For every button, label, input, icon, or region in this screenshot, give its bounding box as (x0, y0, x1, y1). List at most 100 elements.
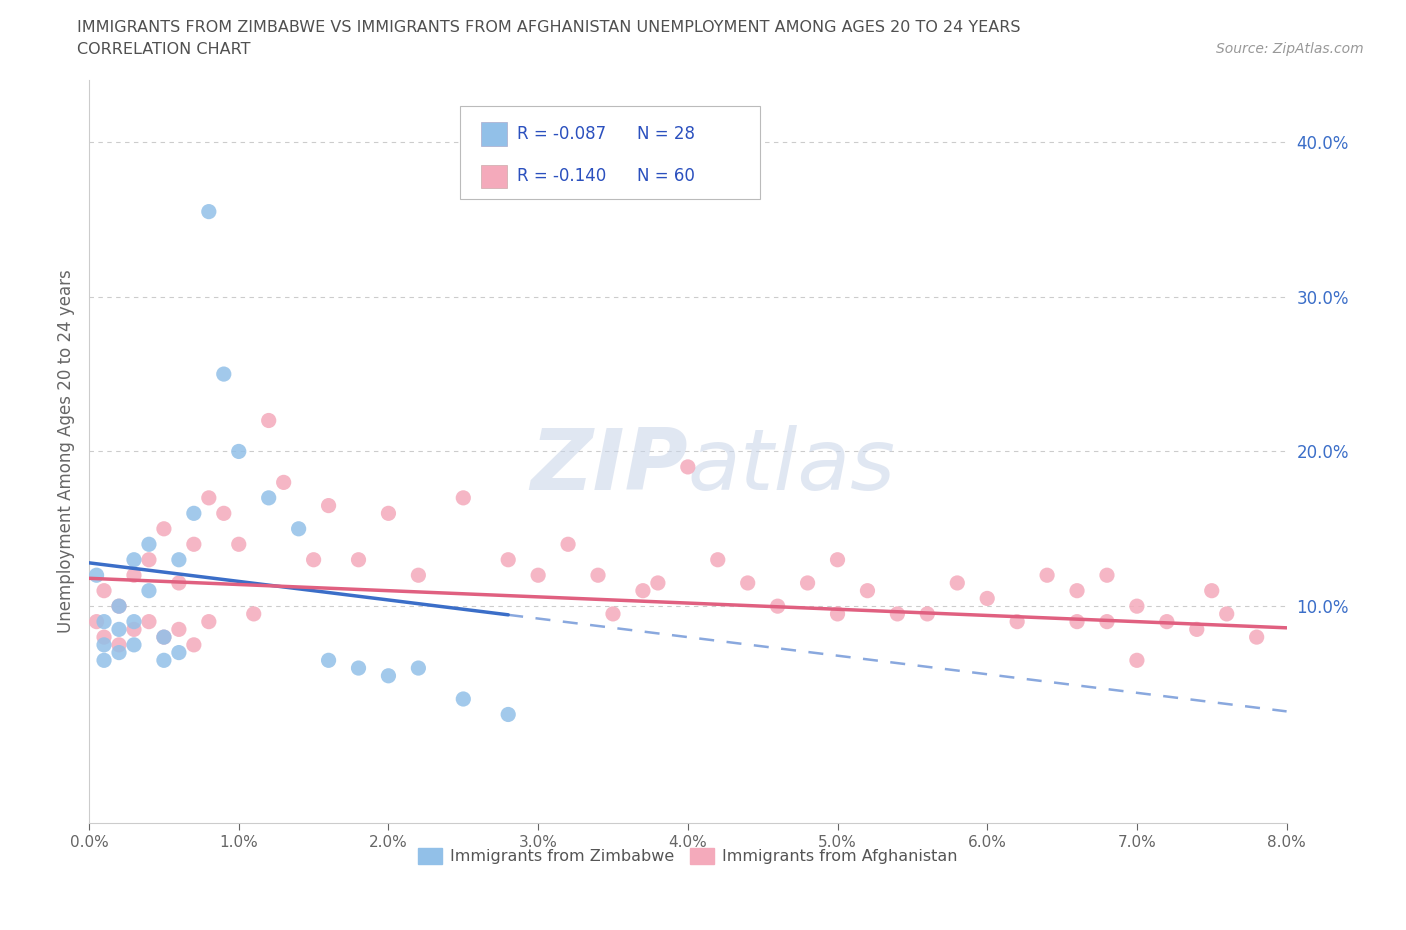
Text: atlas: atlas (688, 425, 896, 508)
Point (93, 630, 115, 644)
Text: IMMIGRANTS FROM ZIMBABWE VS IMMIGRANTS FROM AFGHANISTAN UNEMPLOYMENT AMONG AGES : IMMIGRANTS FROM ZIMBABWE VS IMMIGRANTS F… (77, 20, 1021, 35)
Point (318, 498, 340, 513)
Point (347, 552, 370, 567)
Point (93, 583, 115, 598)
Point (408, 660, 430, 675)
Point (453, 490, 475, 505)
Point (676, 459, 699, 474)
Point (86, 614, 108, 629)
Text: CORRELATION CHART: CORRELATION CHART (77, 42, 250, 57)
FancyBboxPatch shape (481, 122, 508, 146)
Legend: Immigrants from Zimbabwe, Immigrants from Afghanistan: Immigrants from Zimbabwe, Immigrants fro… (412, 841, 965, 870)
Point (856, 583, 879, 598)
Point (108, 599, 131, 614)
Point (586, 568, 609, 583)
Point (273, 475, 295, 490)
Point (1201, 583, 1223, 598)
Point (1126, 653, 1149, 668)
Point (138, 537, 160, 551)
Point (318, 653, 340, 668)
Point (557, 537, 579, 551)
Point (167, 622, 190, 637)
Y-axis label: Unemployment Among Ages 20 to 24 years: Unemployment Among Ages 20 to 24 years (58, 270, 75, 633)
Text: Source: ZipAtlas.com: Source: ZipAtlas.com (1216, 42, 1364, 56)
Point (1185, 622, 1208, 637)
Point (138, 614, 160, 629)
Point (976, 591, 998, 605)
Point (93, 614, 115, 629)
Point (93, 653, 115, 668)
Point (108, 622, 131, 637)
Point (122, 637, 145, 652)
Point (602, 606, 624, 621)
Point (167, 576, 190, 591)
Point (198, 490, 221, 505)
Point (153, 522, 176, 537)
Text: R = -0.140: R = -0.140 (517, 167, 606, 185)
Point (647, 576, 669, 591)
FancyBboxPatch shape (460, 106, 759, 199)
Point (153, 630, 176, 644)
Point (1215, 606, 1237, 621)
Point (122, 614, 145, 629)
Point (122, 568, 145, 583)
Point (453, 692, 475, 707)
Point (347, 660, 370, 675)
Point (1126, 599, 1149, 614)
Point (86, 568, 108, 583)
Point (183, 506, 205, 521)
Point (527, 568, 550, 583)
Text: ZIP: ZIP (530, 425, 688, 508)
Point (108, 645, 131, 660)
Point (917, 606, 939, 621)
Point (1156, 614, 1178, 629)
Point (228, 537, 250, 551)
Point (377, 669, 399, 684)
Point (1095, 614, 1118, 629)
Text: N = 60: N = 60 (637, 167, 695, 185)
Point (138, 552, 160, 567)
Point (796, 576, 818, 591)
Point (138, 583, 160, 598)
Point (167, 552, 190, 567)
Point (737, 576, 759, 591)
Point (153, 653, 176, 668)
Point (1095, 568, 1118, 583)
Point (408, 568, 430, 583)
FancyBboxPatch shape (481, 165, 508, 188)
Point (257, 490, 280, 505)
Point (198, 205, 221, 219)
Point (287, 522, 309, 537)
Point (108, 599, 131, 614)
Point (302, 552, 325, 567)
Point (827, 552, 849, 567)
Point (707, 552, 730, 567)
Point (827, 606, 849, 621)
Point (212, 366, 235, 381)
Point (122, 622, 145, 637)
Point (886, 606, 908, 621)
Point (766, 599, 789, 614)
Point (228, 444, 250, 458)
Point (108, 637, 131, 652)
Point (153, 630, 176, 644)
Point (1036, 568, 1059, 583)
Point (1066, 583, 1088, 598)
Point (496, 707, 519, 722)
Point (631, 583, 654, 598)
Point (167, 645, 190, 660)
Point (183, 537, 205, 551)
Point (377, 506, 399, 521)
Point (242, 606, 264, 621)
Point (257, 413, 280, 428)
Text: R = -0.087: R = -0.087 (517, 125, 606, 142)
Text: N = 28: N = 28 (637, 125, 695, 142)
Point (183, 637, 205, 652)
Point (198, 614, 221, 629)
Point (1066, 614, 1088, 629)
Point (946, 576, 969, 591)
Point (93, 637, 115, 652)
Point (212, 506, 235, 521)
Point (122, 552, 145, 567)
Point (1005, 614, 1028, 629)
